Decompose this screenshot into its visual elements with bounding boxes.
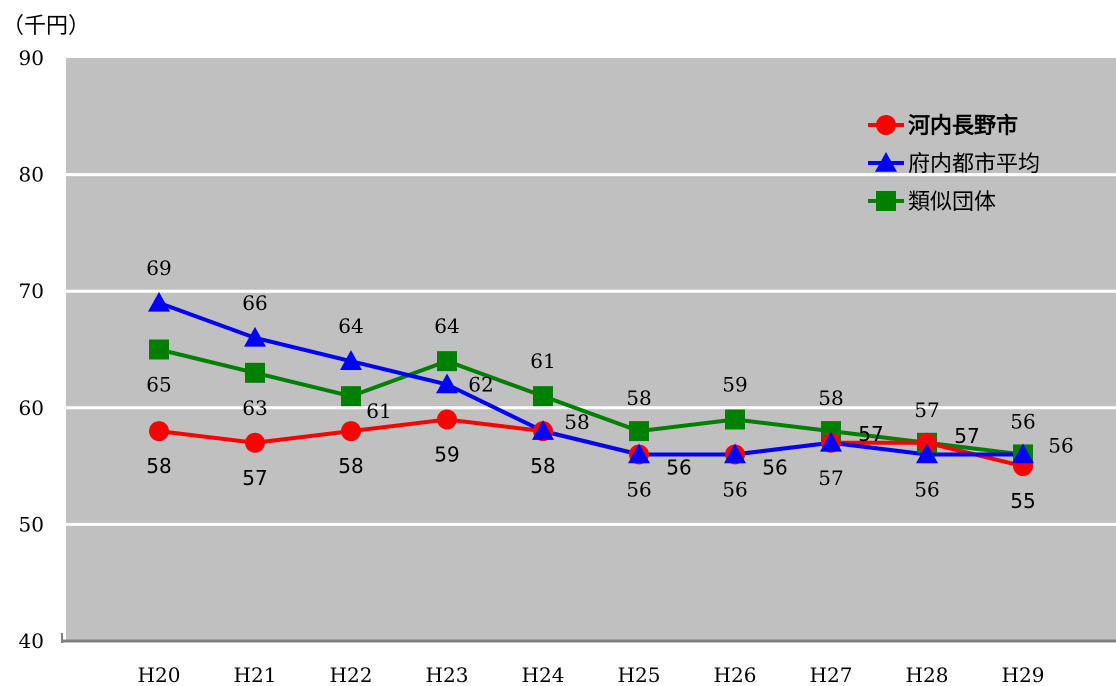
data-label-similar-municipalities-H23: 64 — [434, 314, 459, 338]
x-tick-label-H26: H26 — [714, 663, 757, 686]
y-axis-ticks: 40 50 60 70 80 90 — [19, 46, 44, 653]
x-tick-label-H23: H23 — [426, 663, 469, 686]
data-label-kawachinagano-H25: 56 — [666, 455, 691, 479]
point-similar-municipalities-H25 — [629, 421, 649, 442]
y-tick-label-50: 50 — [19, 512, 44, 536]
data-labels: 58 57 58 59 58 56 56 57 57 55 69 66 64 62 58 56 56 57 56 56… — [146, 256, 1073, 513]
data-label-similar-municipalities-H28: 57 — [914, 398, 939, 422]
data-label-similar-municipalities-H20: 65 — [146, 373, 171, 397]
point-prefecture-average-H23 — [436, 373, 458, 394]
point-similar-municipalities-H24 — [533, 386, 553, 407]
x-tick-label-H22: H22 — [330, 663, 373, 686]
point-prefecture-average-H20 — [148, 291, 170, 312]
data-label-kawachinagano-H21: 57 — [242, 466, 267, 490]
data-label-prefecture-average-H24: 58 — [564, 410, 589, 434]
point-prefecture-average-H28 — [916, 443, 938, 464]
legend-marker-prefecture-average — [875, 152, 897, 172]
series-lines — [158, 300, 1024, 469]
x-tick-label-H20: H20 — [138, 663, 181, 686]
data-label-prefecture-average-H28: 56 — [914, 477, 939, 501]
plot-area — [66, 58, 1116, 641]
point-similar-municipalities-H21 — [245, 362, 265, 383]
point-kawachinagano-H20 — [149, 421, 169, 442]
point-similar-municipalities-H20 — [149, 339, 169, 360]
legend-label-prefecture-average: 府内都市平均 — [908, 152, 1040, 177]
legend-marker-similar-municipalities — [876, 191, 896, 211]
point-prefecture-average-H27 — [820, 431, 842, 452]
y-tick-label-80: 80 — [19, 163, 44, 187]
data-label-prefecture-average-H21: 66 — [242, 291, 267, 315]
point-similar-municipalities-H23 — [437, 351, 457, 372]
data-label-kawachinagano-H27: 57 — [858, 422, 883, 446]
point-prefecture-average-H21 — [244, 326, 266, 347]
data-label-kawachinagano-H20: 58 — [146, 454, 171, 478]
series-line-prefecture-average — [158, 300, 1023, 457]
data-label-prefecture-average-H23: 62 — [468, 372, 493, 396]
data-label-kawachinagano-H24: 58 — [530, 454, 555, 478]
y-tick-label-40: 40 — [19, 629, 44, 653]
point-kawachinagano-H28 — [917, 432, 937, 453]
data-label-prefecture-average-H22: 64 — [338, 314, 363, 338]
point-kawachinagano-H21 — [245, 432, 265, 453]
y-tick-label-70: 70 — [19, 279, 44, 303]
x-tick-label-H27: H27 — [810, 663, 853, 686]
point-prefecture-average-H24 — [532, 420, 554, 440]
y-tick-label-90: 90 — [19, 46, 44, 70]
data-label-kawachinagano-H26: 56 — [762, 455, 787, 479]
point-kawachinagano-H22 — [341, 421, 361, 442]
data-label-similar-municipalities-H24: 61 — [530, 349, 555, 373]
point-prefecture-average-H26 — [724, 443, 746, 464]
data-label-similar-municipalities-H27: 58 — [818, 386, 843, 410]
gridlines — [66, 173, 1116, 526]
y-tick-label-60: 60 — [19, 396, 44, 420]
data-label-prefecture-average-H27: 57 — [818, 466, 843, 490]
point-similar-municipalities-H26 — [725, 409, 745, 430]
legend-label-similar-municipalities: 類似団体 — [908, 190, 996, 215]
x-tick-label-H24: H24 — [522, 663, 565, 686]
point-similar-municipalities-H22 — [341, 386, 361, 407]
x-axis-ticks: H20 H21 H22 H23 H24 H25 H26 H27 H28 H29 — [138, 663, 1045, 686]
data-label-prefecture-average-H29: 56 — [1048, 433, 1073, 457]
data-label-prefecture-average-H26: 56 — [722, 477, 747, 501]
point-kawachinagano-H23 — [437, 409, 457, 430]
data-label-kawachinagano-H28: 57 — [954, 424, 979, 448]
point-prefecture-average-H25 — [628, 443, 650, 464]
x-tick-label-H29: H29 — [1002, 663, 1045, 686]
x-tick-label-H21: H21 — [234, 663, 277, 686]
x-tick-label-H28: H28 — [906, 663, 949, 686]
point-prefecture-average-H29 — [1012, 443, 1034, 464]
y-axis-unit-label: （千円） — [2, 14, 91, 39]
data-label-prefecture-average-H20: 69 — [146, 256, 171, 280]
legend-label-kawachinagano: 河内長野市 — [908, 113, 1018, 139]
legend-marker-kawachinagano — [876, 115, 896, 135]
data-label-similar-municipalities-H22: 61 — [366, 399, 391, 423]
data-label-kawachinagano-H29: 55 — [1010, 489, 1035, 513]
data-label-similar-municipalities-H29: 56 — [1010, 409, 1035, 433]
point-prefecture-average-H22 — [340, 350, 362, 370]
data-label-kawachinagano-H22: 58 — [338, 454, 363, 478]
series-markers — [148, 291, 1034, 477]
data-label-kawachinagano-H23: 59 — [434, 442, 459, 466]
data-label-prefecture-average-H25: 56 — [626, 477, 651, 501]
data-label-similar-municipalities-H25: 58 — [626, 386, 651, 410]
data-label-similar-municipalities-H26: 59 — [722, 372, 747, 396]
axes — [61, 633, 1116, 643]
data-label-similar-municipalities-H21: 63 — [242, 396, 267, 420]
series-line-similar-municipalities — [158, 347, 1024, 457]
x-tick-label-H25: H25 — [618, 663, 661, 686]
